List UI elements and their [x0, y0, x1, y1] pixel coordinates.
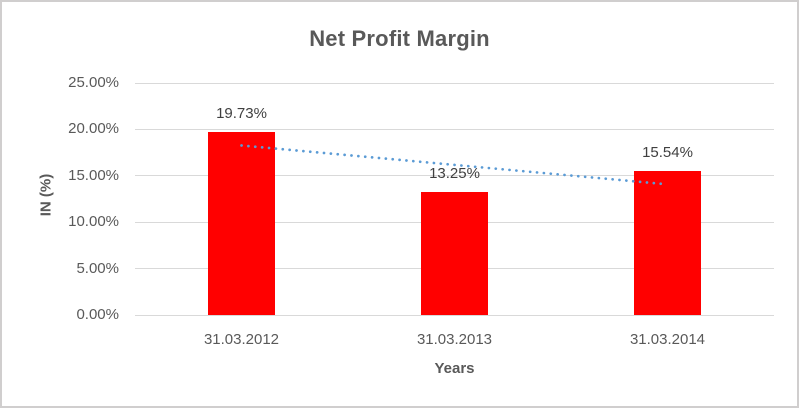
trendline	[240, 144, 669, 186]
bar-31.03.2014[interactable]	[634, 170, 701, 315]
gridline	[135, 175, 774, 177]
y-tick-label: 5.00%	[76, 259, 119, 277]
data-label: 13.25%	[429, 165, 480, 183]
trendline-segment	[240, 144, 669, 186]
bar-31.03.2013[interactable]	[421, 192, 488, 315]
chart-title: Net Profit Margin	[309, 26, 490, 51]
plot-area: 19.73% 13.25% 15.54%	[135, 82, 774, 316]
x-tick-label: 31.03.2012	[203, 331, 280, 348]
x-tick-label: 31.03.2013	[416, 331, 493, 348]
data-label: 15.54%	[642, 143, 693, 161]
gridline	[135, 82, 774, 84]
y-tick-label: 15.00%	[68, 166, 119, 184]
y-tick-label: 10.00%	[68, 213, 119, 231]
bar-31.03.2012[interactable]	[208, 131, 275, 315]
x-axis-line	[135, 314, 774, 316]
y-tick-label: 25.00%	[68, 74, 119, 91]
data-label: 19.73%	[216, 104, 267, 122]
y-tick-label: 0.00%	[76, 306, 119, 323]
x-axis-title: Years	[434, 360, 475, 377]
x-tick-label: 31.03.2014	[629, 331, 706, 348]
gridline	[135, 128, 774, 130]
y-tick-label: 20.00%	[68, 120, 119, 138]
